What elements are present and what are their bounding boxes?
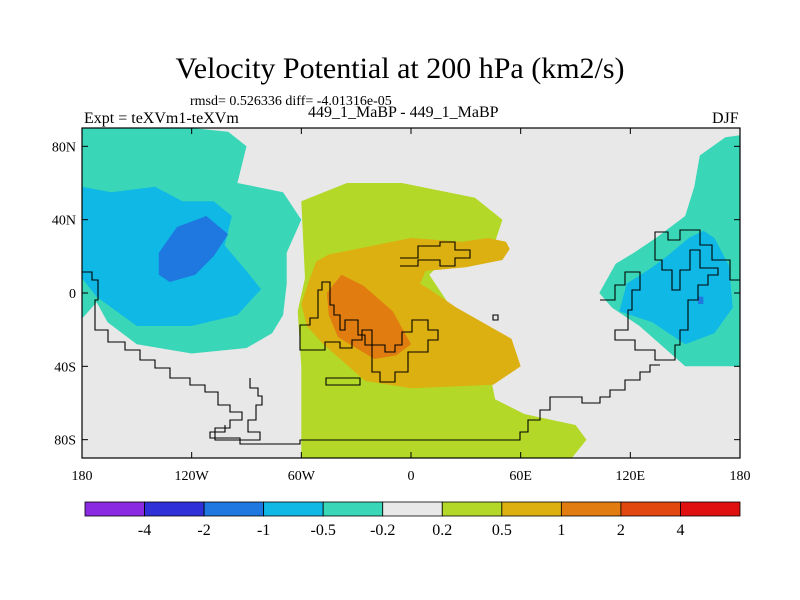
coastline-arabia — [400, 241, 471, 267]
colorbar-label: -1 — [257, 522, 270, 539]
x-tick-label: 0 — [408, 469, 415, 484]
case-names: 449_1_MaBP - 449_1_MaBP — [308, 104, 499, 121]
y-tick-label: 40N — [52, 214, 76, 229]
contour-region-7 — [619, 230, 733, 345]
coastline-madagascar — [325, 377, 361, 386]
chart-title: Velocity Potential at 200 hPa (km2/s) — [175, 52, 625, 85]
x-tick-label: 180 — [730, 469, 751, 484]
colorbar-label: -0.5 — [311, 522, 336, 539]
season-label: DJF — [712, 110, 739, 127]
colorbar-label: 4 — [676, 522, 684, 539]
y-tick-label: 80N — [52, 140, 76, 155]
colorbar-label: 2 — [617, 522, 625, 539]
coastline-africa — [299, 281, 439, 383]
coastline-island — [492, 314, 499, 321]
colorbar-swatch — [84, 501, 145, 517]
coastline-south-seas — [209, 364, 660, 445]
colorbar-label: -4 — [138, 522, 151, 539]
contour-region-5 — [326, 274, 411, 359]
colorbar-label: -0.2 — [370, 522, 395, 539]
colorbar-swatch — [203, 501, 265, 517]
stats-line: rmsd= 0.526336 diff= -4.01316e-05 — [190, 94, 392, 109]
colorbar-label: 0.2 — [432, 522, 452, 539]
x-tick-label: 120E — [616, 469, 646, 484]
colorbar-swatch — [560, 501, 622, 517]
y-tick-label: 0 — [69, 287, 76, 302]
x-tick-label: 120W — [175, 469, 210, 484]
contour-region-8 — [698, 296, 704, 304]
colorbar-swatch — [144, 501, 205, 517]
experiment-label: Expt = teXVm1-teXVm — [84, 110, 239, 127]
x-tick-label: 60E — [509, 469, 532, 484]
coastline-south-america — [82, 271, 263, 441]
colorbar-swatch — [441, 501, 503, 517]
colorbar-swatch — [620, 501, 681, 517]
y-tick-label: 80S — [54, 434, 76, 449]
y-tick-label: 40S — [54, 360, 76, 375]
colorbar-swatch — [263, 501, 324, 517]
colorbar-label: -2 — [197, 522, 210, 539]
x-tick-label: 180 — [72, 469, 93, 484]
coastline-indo-pacific — [600, 229, 740, 361]
colorbar-swatch — [382, 501, 443, 517]
colorbar-swatch — [501, 501, 562, 517]
contour-region-4 — [301, 238, 521, 389]
contour-region-2 — [158, 216, 229, 282]
colorbar-label: 0.5 — [492, 522, 512, 539]
colorbar-swatch — [680, 501, 741, 517]
colorbar-swatch — [322, 501, 384, 517]
x-tick-label: 60W — [288, 469, 316, 484]
colorbar-label: 1 — [557, 522, 565, 539]
